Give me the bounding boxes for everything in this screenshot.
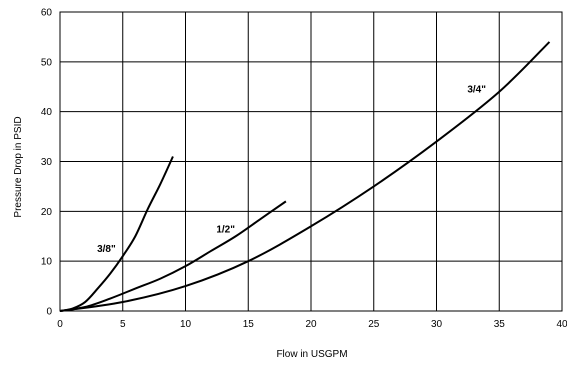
y-tick-label: 30: [41, 157, 53, 168]
x-tick-label: 5: [120, 319, 126, 330]
x-tick-label: 15: [243, 319, 255, 330]
series-1-2-inch-line: [59, 200, 287, 312]
label-1-2-inch: 1/2": [216, 224, 235, 235]
y-tick-label: 0: [46, 307, 52, 318]
x-tick-label: 0: [57, 319, 63, 330]
x-tick-label: 40: [556, 319, 567, 330]
y-tick-label: 20: [41, 207, 53, 218]
curve-labels: 3/8" 1/2" 3/4": [97, 85, 486, 255]
y-tick-label: 40: [41, 107, 53, 118]
x-tick-label: 35: [494, 319, 506, 330]
y-tick-labels: 0 10 20 30 40 50 60: [41, 8, 53, 318]
grid-lines: [59, 11, 563, 312]
y-axis-label: Pressure Drop in PSID: [13, 116, 24, 217]
x-tick-label: 20: [305, 319, 317, 330]
x-tick-label: 25: [368, 319, 380, 330]
plot-area-frame: [59, 11, 563, 312]
y-tick-label: 60: [41, 8, 53, 19]
series-lines: [59, 41, 551, 312]
x-tick-label: 10: [180, 319, 192, 330]
label-3-4-inch: 3/4": [467, 85, 486, 96]
series-3-8-inch-line: [59, 156, 174, 312]
y-tick-label: 50: [41, 57, 53, 68]
x-axis-label: Flow in USGPM: [276, 349, 347, 360]
y-tick-label: 10: [41, 257, 53, 268]
x-tick-labels: 0 5 10 15 20 25 30 35 40: [57, 319, 567, 330]
series-3-4-inch-line: [59, 41, 551, 312]
x-tick-label: 30: [431, 319, 443, 330]
label-3-8-inch: 3/8": [97, 244, 116, 255]
